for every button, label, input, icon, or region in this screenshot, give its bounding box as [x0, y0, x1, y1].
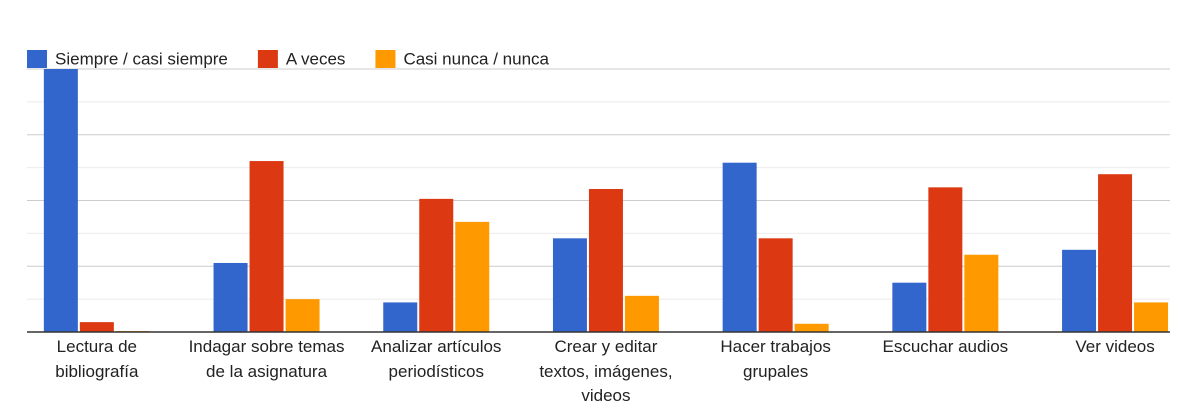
- x-tick-label: Crear y editar textos, imágenes, videos: [539, 337, 673, 405]
- bar: [383, 302, 418, 332]
- bar: [928, 187, 963, 332]
- bar: [588, 188, 623, 332]
- x-tick-label: Indagar sobre temas de la asignatura: [188, 337, 345, 381]
- x-tick-label: Ver videos: [1075, 337, 1155, 356]
- bar: [964, 254, 999, 332]
- bar: [1062, 249, 1097, 332]
- x-tick-label: Hacer trabajos grupales: [720, 337, 831, 381]
- bar: [552, 238, 587, 332]
- bar: [213, 262, 248, 332]
- legend-label: Siempre / casi siempre: [55, 49, 228, 68]
- bar: [624, 295, 659, 332]
- legend-swatch: [27, 50, 47, 68]
- bar: [1134, 302, 1169, 332]
- bar: [285, 299, 320, 332]
- x-tick-label: Escuchar audios: [882, 337, 1009, 356]
- bar: [794, 323, 829, 332]
- bar: [249, 161, 284, 332]
- bar: [79, 322, 114, 332]
- bar: [892, 282, 927, 332]
- legend-swatch: [375, 50, 396, 68]
- legend-label: A veces: [286, 49, 346, 68]
- bar: [758, 238, 793, 332]
- legend-label: Casi nunca / nunca: [403, 49, 549, 68]
- bar: [1098, 174, 1133, 332]
- bar: [455, 221, 490, 332]
- x-tick-label: Analizar artículos periodísticos: [371, 337, 502, 381]
- bar: [419, 198, 454, 332]
- legend-swatch: [257, 50, 278, 68]
- x-tick-label: Lectura de bibliografía: [55, 337, 139, 381]
- bar: [43, 69, 78, 332]
- bar: [722, 162, 757, 332]
